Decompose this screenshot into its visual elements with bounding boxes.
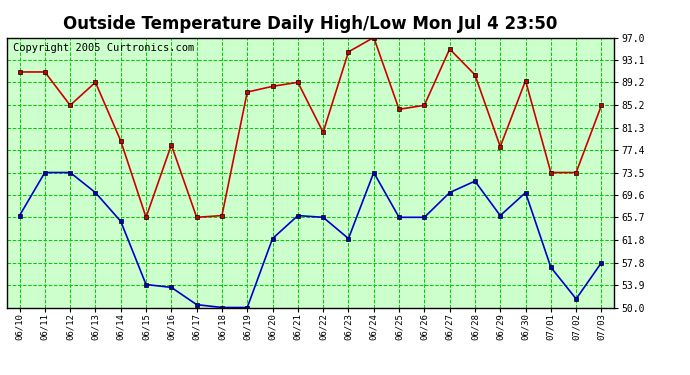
Text: Outside Temperature Daily High/Low Mon Jul 4 23:50: Outside Temperature Daily High/Low Mon J… — [63, 15, 558, 33]
Text: Copyright 2005 Curtronics.com: Copyright 2005 Curtronics.com — [13, 43, 194, 53]
